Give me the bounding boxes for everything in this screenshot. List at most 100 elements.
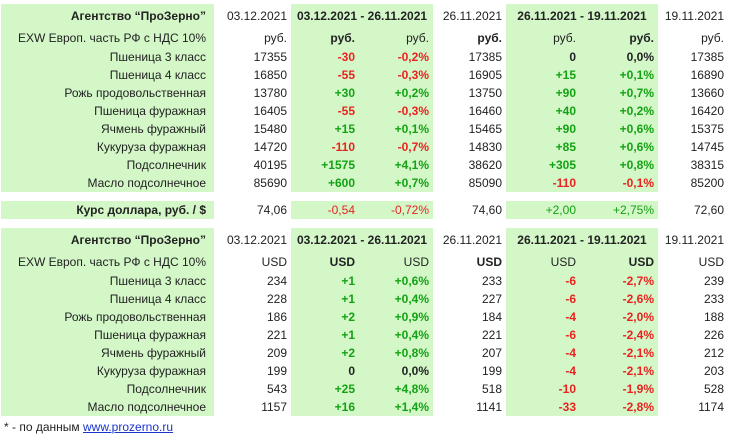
- cell: 234: [266, 274, 287, 288]
- cell: -2,8%: [580, 398, 658, 416]
- cell: 528: [703, 382, 724, 396]
- cell: 26.11.2021 - 19.11.2021: [506, 4, 658, 28]
- cell: +1575: [291, 156, 359, 174]
- cell: 15375: [690, 122, 724, 136]
- cell: 227: [481, 292, 502, 306]
- row-label: Агентство “ПроЗерно”: [1, 228, 214, 252]
- row-label: Рожь продовольственная: [1, 84, 214, 102]
- table-row: Пшеница фуражная 16405 -55 -0,3% 16460 +40 +0,…: [1, 102, 728, 120]
- cell: +15: [506, 66, 580, 84]
- cell: 03.12.2021 - 26.11.2021: [291, 228, 433, 252]
- spacer: [433, 219, 506, 228]
- cell: 17385: [468, 50, 502, 64]
- row-label: Кукуруза фуражная: [1, 138, 214, 156]
- cell: 207: [481, 346, 502, 360]
- cell: руб.: [701, 31, 724, 45]
- cell: 38315: [690, 158, 724, 172]
- cell: -0,1%: [580, 174, 658, 192]
- spacer: [580, 219, 658, 228]
- cell: 13750: [468, 86, 502, 100]
- row-label: Пшеница 4 класс: [1, 66, 214, 84]
- cell: +0,9%: [359, 308, 433, 326]
- cell: 38620: [468, 158, 502, 172]
- spacer: [359, 219, 433, 228]
- cell: 221: [481, 328, 502, 342]
- cell: -0,3%: [359, 102, 433, 120]
- footnote-link[interactable]: www.prozerno.ru: [83, 420, 174, 434]
- cell: +90: [506, 84, 580, 102]
- spacer: [214, 219, 291, 228]
- cell: 85690: [253, 176, 287, 190]
- cell: 199: [481, 364, 502, 378]
- row-label: Агентство “ПроЗерно”: [1, 4, 214, 28]
- cell: -0,72%: [359, 201, 433, 219]
- cell: 543: [266, 382, 287, 396]
- cell: +1: [291, 326, 359, 344]
- cell: USD: [580, 252, 658, 272]
- cell: 26.11.2021 - 19.11.2021: [506, 228, 658, 252]
- cell: +0,2%: [359, 84, 433, 102]
- cell: 85200: [690, 176, 724, 190]
- cell: 74,60: [471, 203, 502, 217]
- cell: +0,7%: [580, 84, 658, 102]
- spacer: [658, 219, 728, 228]
- cell: 16890: [690, 68, 724, 82]
- cell: 40195: [253, 158, 287, 172]
- spacer: [506, 192, 580, 201]
- cell: 13780: [253, 86, 287, 100]
- cell: -2,4%: [580, 326, 658, 344]
- cell: 03.12.2021 - 26.11.2021: [291, 4, 433, 28]
- cell: 518: [481, 382, 502, 396]
- cell: -2,1%: [580, 344, 658, 362]
- footnote: * - по данным www.prozerno.ru: [4, 420, 173, 434]
- cell: +0,7%: [359, 174, 433, 192]
- cell: 0,0%: [359, 362, 433, 380]
- cell: +1: [291, 272, 359, 290]
- cell: +15: [291, 120, 359, 138]
- cell: 14745: [690, 140, 724, 154]
- cell: USD: [359, 252, 433, 272]
- cell: +0,4%: [359, 290, 433, 308]
- cell: 15480: [253, 122, 287, 136]
- cell: +0,4%: [359, 326, 433, 344]
- cell: 16405: [253, 104, 287, 118]
- row-label: Подсолнечник: [1, 156, 214, 174]
- cell: -2,1%: [580, 362, 658, 380]
- row-label: Пшеница фуражная: [1, 326, 214, 344]
- row-label: Пшеница 3 класс: [1, 272, 214, 290]
- cell: +85: [506, 138, 580, 156]
- cell: -6: [506, 290, 580, 308]
- cell: 15465: [468, 122, 502, 136]
- row-label: Пшеница 4 класс: [1, 290, 214, 308]
- cell: 0: [291, 362, 359, 380]
- spacer: [1, 219, 214, 228]
- cell: +0,1%: [359, 120, 433, 138]
- table-row: [1, 192, 728, 201]
- spacer: [214, 192, 291, 201]
- table-row: Пшеница фуражная 221 +1 +0,4% 221 -6 -2,4% 226: [1, 326, 728, 344]
- cell: 26.11.2021: [442, 9, 502, 23]
- table-row: Агентство “ПроЗерно” 03.12.2021 03.12.2021…: [1, 4, 728, 28]
- cell: 228: [266, 292, 287, 306]
- spacer: [580, 192, 658, 201]
- price-table: Агентство “ПроЗерно” 03.12.2021 03.12.2021…: [1, 4, 728, 416]
- cell: +4,1%: [359, 156, 433, 174]
- cell: 1141: [476, 400, 502, 414]
- table-row: Ячмень фуражный 15480 +15 +0,1% 15465 +90 +0,6…: [1, 120, 728, 138]
- row-label: Ячмень фуражный: [1, 344, 214, 362]
- row-label: EXW Европ. часть РФ с НДС 10%: [1, 252, 214, 272]
- cell: 16420: [690, 104, 724, 118]
- cell: 233: [703, 292, 724, 306]
- cell: +16: [291, 398, 359, 416]
- cell: 1174: [698, 400, 724, 414]
- table-row: Курс доллара, руб. / $ 74,06 -0,54 -0,72% 74…: [1, 201, 728, 219]
- table-row: Подсолнечник 543 +25 +4,8% 518 -10 -1,9% 528: [1, 380, 728, 398]
- cell: USD: [698, 255, 724, 269]
- cell: USD: [506, 252, 580, 272]
- cell: 03.12.2021: [226, 9, 287, 23]
- footnote-text: * - по данным: [4, 420, 80, 434]
- cell: 212: [703, 346, 724, 360]
- cell: -110: [506, 174, 580, 192]
- cell: 0: [506, 48, 580, 66]
